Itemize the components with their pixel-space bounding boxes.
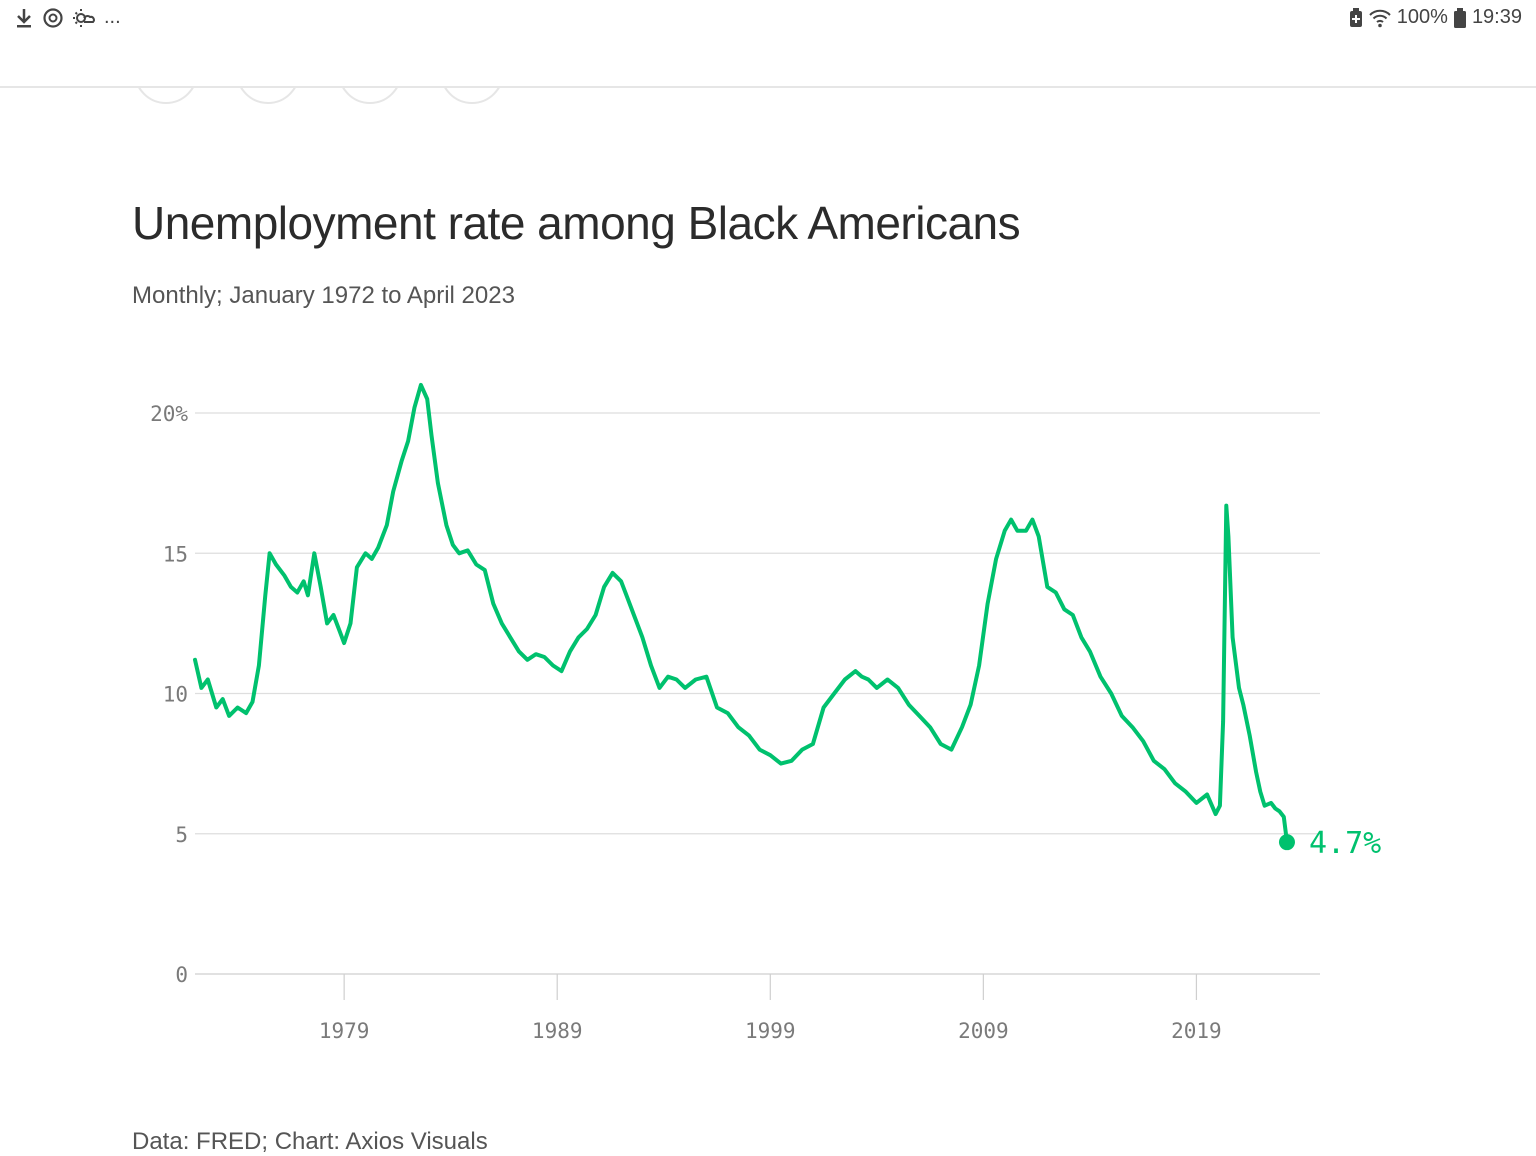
status-more: ... — [104, 6, 121, 28]
share-button-1[interactable] — [134, 86, 198, 104]
download-icon — [17, 8, 31, 27]
wifi-icon — [1369, 9, 1391, 27]
chart-title: Unemployment rate among Black Americans — [132, 197, 1021, 249]
sync-icon — [43, 7, 63, 28]
x-tick-label: 2009 — [958, 1019, 1009, 1043]
line-chart: 0 5 10 15 20% 1979 1989 1999 2009 2019 4.7% — [150, 382, 1381, 1043]
share-button-2[interactable] — [236, 86, 300, 104]
x-tick-label: 1999 — [745, 1019, 796, 1043]
share-button-4[interactable] — [440, 86, 504, 104]
status-bar-right: 100% 19:39 — [1349, 6, 1522, 29]
x-axis-ticks: 1979 1989 1999 2009 2019 — [319, 974, 1222, 1043]
y-tick-label: 20% — [150, 402, 188, 426]
x-tick-label: 1989 — [532, 1019, 583, 1043]
x-tick-label: 1979 — [319, 1019, 370, 1043]
status-bar: ... 100% 19:39 — [0, 0, 1536, 40]
clock: 19:39 — [1471, 6, 1522, 28]
chart-subtitle: Monthly; January 1972 to April 2023 — [132, 282, 515, 309]
end-point-marker — [1278, 834, 1295, 851]
y-tick-label: 15 — [163, 542, 188, 566]
y-tick-label: 0 — [175, 963, 188, 987]
share-button-3[interactable] — [338, 86, 402, 104]
status-bar-left: ... — [14, 6, 121, 29]
battery-icon — [1453, 7, 1466, 28]
weather-icon — [73, 8, 95, 27]
y-tick-label: 10 — [163, 683, 188, 707]
x-tick-label: 2019 — [1171, 1019, 1222, 1043]
header-divider — [0, 86, 1536, 88]
series-line — [193, 382, 1289, 845]
chart-source: Data: FRED; Chart: Axios Visuals — [132, 1128, 488, 1155]
battery-percent: 100% — [1396, 6, 1448, 28]
battery-saver-icon — [1349, 7, 1362, 27]
gridlines — [195, 412, 1320, 975]
y-axis-ticks: 0 5 10 15 20% — [150, 402, 188, 987]
end-value-label: 4.7% — [1309, 826, 1381, 861]
y-tick-label: 5 — [175, 823, 188, 847]
